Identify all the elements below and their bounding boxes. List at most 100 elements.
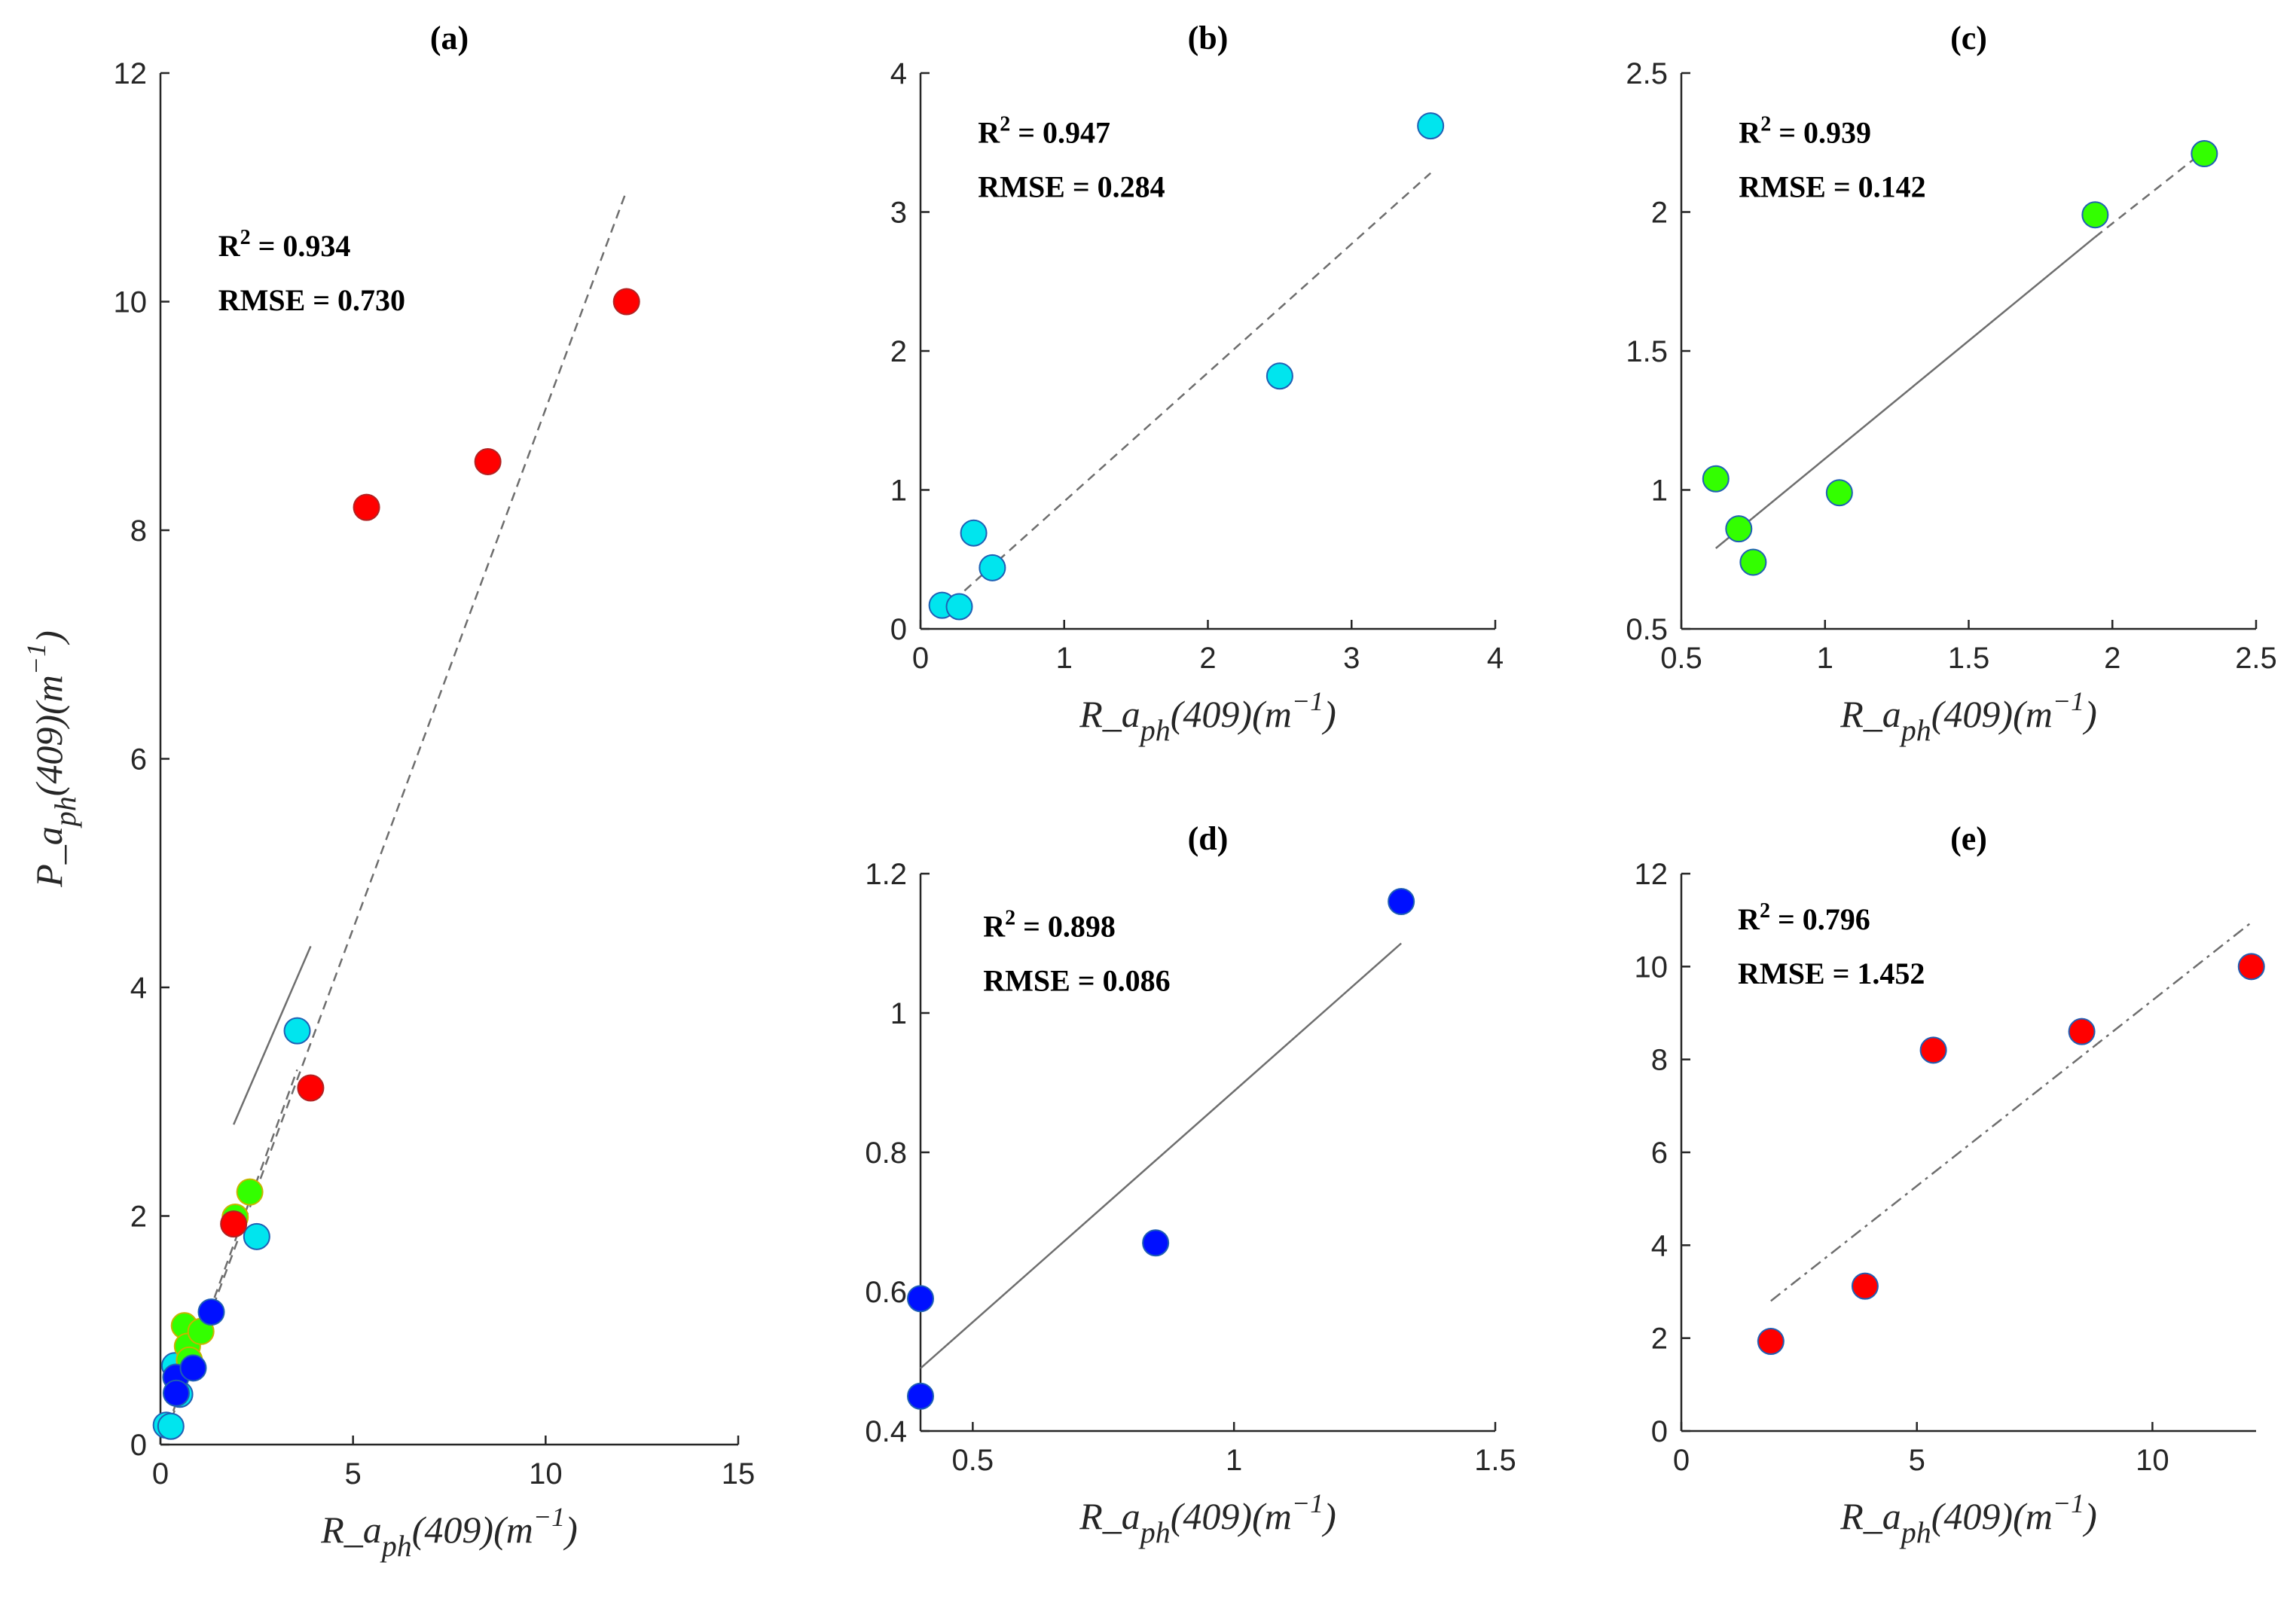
y-tick-label: 2 — [890, 335, 907, 368]
y-axis-label: P_aph(409)(m−1) — [21, 630, 82, 888]
x-tick-label: 5 — [1909, 1444, 1925, 1477]
y-tick-label: 0 — [130, 1429, 147, 1462]
x-tick-label: 2 — [1199, 642, 1216, 675]
y-tick-label: 2 — [1651, 197, 1668, 230]
y-tick-label: 10 — [1635, 950, 1669, 984]
y-tick-label: 0.5 — [1626, 613, 1668, 646]
x-tick-label: 3 — [1343, 642, 1360, 675]
data-point-red — [474, 447, 502, 475]
x-tick-label: 0 — [152, 1457, 169, 1491]
data-point-green — [1825, 479, 1853, 507]
panel-c: 0.5 1 1.5 2 2.5 0.5 1 1.5 2 2.5 (c) R_aph(409)(m−1)… — [1626, 20, 2276, 747]
x-tick-label: 0.5 — [1660, 642, 1702, 675]
r2-label: R2 = 0.934 — [218, 226, 351, 263]
y-tick-label: 0.6 — [865, 1276, 907, 1309]
fit-line — [1714, 236, 2096, 549]
y-tick-label: 0 — [1651, 1415, 1668, 1448]
y-tick-label: 0.8 — [865, 1137, 907, 1170]
panel-b: 0 1 2 3 4 0 1 2 3 4 (b) R_aph(409)(m−1) R2 = 0.947 RM… — [890, 20, 1504, 747]
data-point-cyan — [157, 1412, 185, 1440]
data-point-blue — [179, 1354, 207, 1382]
data-point-blue — [907, 1382, 934, 1410]
x-tick-label: 2 — [2104, 642, 2120, 675]
data-point-cyan — [283, 1017, 311, 1045]
y-tick-label: 1 — [890, 474, 907, 508]
data-point-blue — [907, 1285, 934, 1313]
data-point-cyan — [979, 554, 1006, 581]
x-tick-label: 4 — [1487, 642, 1504, 675]
data-point-red — [297, 1074, 325, 1102]
rmse-label: RMSE = 1.452 — [1738, 957, 1925, 990]
y-tick-label: 2 — [1651, 1323, 1668, 1356]
x-tick-label: 10 — [529, 1457, 563, 1491]
panel-d: 0.5 1 1.5 0.4 0.6 0.8 1 1.2 (d) R_aph(409)(m−1) R2… — [865, 820, 1516, 1549]
fit-line — [920, 942, 1402, 1369]
fit-line — [2094, 150, 2206, 238]
panel-a: 0 5 10 15 0 2 4 6 8 10 12 (a) R_aph(409)(m−1) P_aph(4… — [21, 20, 755, 1563]
x-axis-label: R_aph(409)(m−1) — [320, 1502, 578, 1563]
x-tick-label: 10 — [2136, 1444, 2169, 1477]
rmse-label: RMSE = 0.142 — [1739, 169, 1925, 203]
data-point-blue — [197, 1298, 225, 1326]
data-point-cyan — [960, 519, 988, 547]
y-tick-label: 4 — [890, 57, 907, 90]
y-tick-label: 0.4 — [865, 1415, 907, 1448]
data-point-green — [2081, 201, 2109, 229]
y-tick-label: 2 — [130, 1201, 147, 1234]
y-tick-label: 2.5 — [1626, 57, 1668, 90]
fit-line — [165, 190, 627, 1434]
data-point-red — [1919, 1036, 1947, 1064]
data-point-green — [1739, 548, 1767, 576]
x-axis-label: R_aph(409)(m−1) — [1840, 1488, 2097, 1549]
fit-line — [941, 172, 1431, 612]
data-point-red — [220, 1210, 248, 1238]
data-point-green — [2191, 140, 2218, 168]
y-tick-label: 4 — [130, 972, 147, 1005]
panel-title: (b) — [1188, 20, 1229, 56]
x-tick-label: 1.5 — [1948, 642, 1990, 675]
y-tick-label: 1 — [890, 997, 907, 1030]
data-point-cyan — [1266, 362, 1293, 390]
panel-title: (c) — [1950, 20, 1987, 56]
rmse-label: RMSE = 0.086 — [983, 963, 1170, 997]
y-tick-label: 10 — [114, 286, 148, 319]
y-tick-label: 6 — [1651, 1137, 1668, 1170]
x-tick-label: 0 — [1673, 1444, 1690, 1477]
y-tick-label: 1.2 — [865, 858, 907, 891]
data-point-red — [1851, 1272, 1879, 1300]
r2-label: R2 = 0.796 — [1738, 899, 1870, 936]
x-tick-label: 5 — [345, 1457, 362, 1491]
data-point-green — [1725, 515, 1753, 543]
x-tick-label: 1.5 — [1474, 1444, 1516, 1477]
data-point-green — [236, 1178, 264, 1206]
x-tick-label: 1 — [1817, 642, 1833, 675]
data-point-green — [1702, 465, 1730, 493]
y-tick-label: 1 — [1651, 474, 1668, 508]
data-point-red — [612, 288, 640, 316]
x-tick-label: 2.5 — [2235, 642, 2277, 675]
rmse-label: RMSE = 0.284 — [978, 169, 1165, 203]
data-point-blue — [1142, 1229, 1170, 1257]
x-tick-label: 1 — [1056, 642, 1073, 675]
y-tick-label: 8 — [130, 514, 147, 548]
x-tick-label: 0 — [912, 642, 929, 675]
y-tick-label: 12 — [1635, 858, 1669, 891]
panel-title: (e) — [1950, 820, 1987, 857]
y-tick-label: 8 — [1651, 1044, 1668, 1077]
data-point-red — [353, 493, 380, 521]
y-tick-label: 1.5 — [1626, 335, 1668, 368]
r2-label: R2 = 0.939 — [1739, 112, 1871, 149]
x-tick-label: 0.5 — [952, 1444, 994, 1477]
panel-title: (d) — [1188, 820, 1229, 857]
y-tick-label: 0 — [890, 613, 907, 646]
data-point-red — [2068, 1018, 2096, 1045]
fit-line — [233, 945, 312, 1125]
y-tick-label: 3 — [890, 197, 907, 230]
data-point-cyan — [243, 1222, 270, 1250]
data-point-red — [1757, 1327, 1785, 1355]
data-point-red — [2237, 953, 2265, 981]
data-point-cyan — [1417, 112, 1445, 140]
y-tick-label: 12 — [114, 57, 148, 90]
data-point-cyan — [945, 593, 973, 621]
